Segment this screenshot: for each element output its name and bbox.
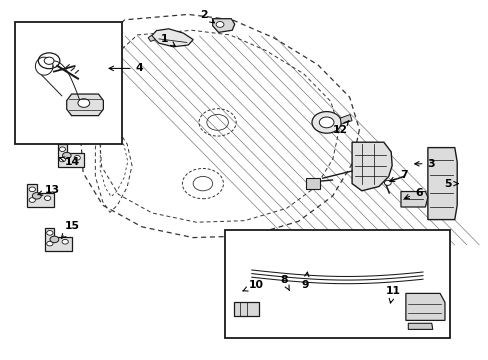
Polygon shape	[212, 19, 234, 32]
Text: 4: 4	[109, 63, 143, 73]
Circle shape	[29, 187, 35, 192]
Text: 12: 12	[332, 120, 348, 135]
Text: 11: 11	[385, 286, 400, 303]
Circle shape	[29, 198, 35, 202]
Circle shape	[46, 230, 53, 235]
Text: 2: 2	[200, 10, 214, 23]
Circle shape	[78, 99, 89, 107]
Circle shape	[59, 147, 65, 152]
Text: 6: 6	[404, 188, 422, 199]
Polygon shape	[151, 29, 193, 47]
Polygon shape	[407, 323, 432, 329]
Polygon shape	[400, 192, 427, 207]
Circle shape	[62, 239, 68, 244]
Polygon shape	[45, 228, 72, 251]
Text: 3: 3	[414, 159, 434, 169]
Polygon shape	[66, 94, 103, 116]
Polygon shape	[427, 148, 456, 220]
Circle shape	[384, 180, 390, 185]
Circle shape	[216, 22, 224, 27]
Text: 1: 1	[161, 33, 175, 46]
Text: 13: 13	[38, 185, 60, 195]
Text: 9: 9	[301, 272, 308, 290]
Circle shape	[50, 236, 59, 243]
Circle shape	[44, 57, 54, 64]
Circle shape	[44, 196, 51, 201]
Circle shape	[319, 117, 333, 128]
Polygon shape	[405, 293, 444, 320]
Text: 14: 14	[60, 157, 80, 167]
Text: 15: 15	[61, 221, 80, 238]
Polygon shape	[233, 302, 259, 316]
Polygon shape	[148, 35, 155, 41]
Circle shape	[74, 156, 80, 160]
Polygon shape	[351, 142, 391, 191]
Polygon shape	[305, 178, 320, 189]
Circle shape	[311, 112, 341, 133]
Circle shape	[46, 241, 53, 246]
Circle shape	[62, 152, 71, 159]
Bar	[224, 230, 449, 338]
Polygon shape	[27, 184, 54, 207]
Text: 8: 8	[280, 275, 289, 291]
Polygon shape	[340, 114, 351, 124]
Text: 5: 5	[444, 179, 457, 189]
Circle shape	[59, 157, 65, 162]
Text: 7: 7	[389, 170, 407, 181]
Bar	[15, 22, 122, 144]
Polygon shape	[58, 144, 83, 167]
Text: 10: 10	[243, 280, 263, 291]
Circle shape	[32, 193, 41, 199]
